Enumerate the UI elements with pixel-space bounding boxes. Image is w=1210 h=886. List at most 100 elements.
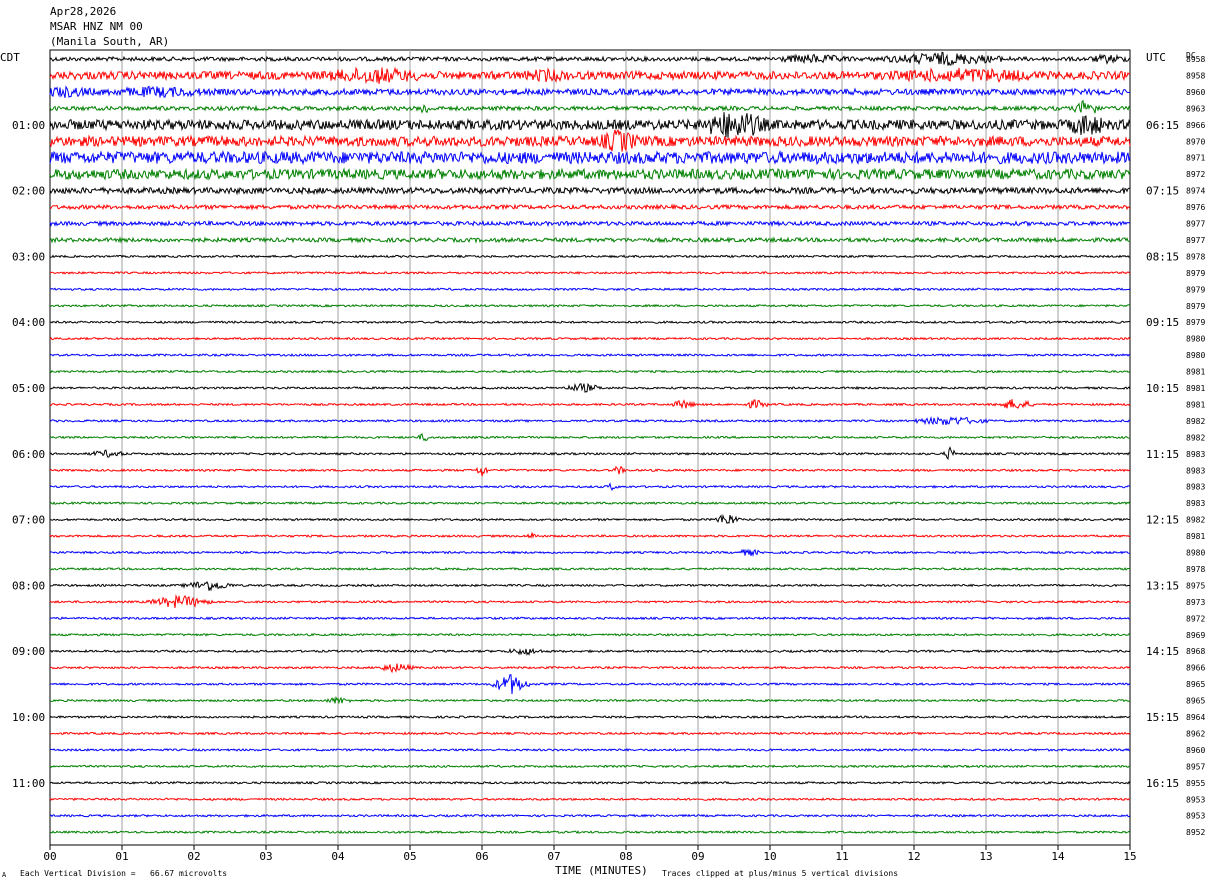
seismic-trace (49, 270, 1131, 275)
seismic-trace (49, 99, 1131, 114)
dc-header-label: DC (1186, 51, 1196, 60)
seismic-trace (49, 747, 1131, 752)
seismic-trace (49, 287, 1131, 292)
left-hour-label: 07:00 (12, 514, 45, 527)
dc-offset-label: 8962 (1186, 729, 1205, 738)
dc-offset-label: 8958 (1186, 71, 1205, 80)
date-label: Apr28,2026 (50, 5, 117, 18)
dc-offset-label: 8977 (1186, 236, 1205, 245)
dc-offset-label: 8982 (1186, 433, 1205, 442)
dc-offset-label: 8979 (1186, 302, 1205, 311)
dc-offset-label: 8966 (1186, 121, 1205, 130)
right-hour-label: 08:15 (1146, 250, 1179, 263)
x-tick-label: 06 (475, 850, 488, 863)
x-tick-label: 03 (259, 850, 272, 863)
right-hour-label: 16:15 (1146, 777, 1179, 790)
x-tick-label: 10 (763, 850, 776, 863)
seismic-trace (49, 548, 1130, 558)
seismic-trace (49, 647, 1131, 656)
dc-offset-label: 8977 (1186, 220, 1205, 229)
dc-offset-label: 8957 (1186, 762, 1205, 771)
dc-offset-label: 8983 (1186, 466, 1205, 475)
seismic-trace (49, 674, 1131, 695)
dc-offset-label: 8975 (1186, 581, 1205, 590)
dc-offset-label: 8978 (1186, 565, 1205, 574)
right-hour-label: 09:15 (1146, 316, 1179, 329)
left-hour-label: 03:00 (12, 250, 45, 263)
dc-offset-label: 8981 (1186, 368, 1205, 377)
seismic-trace (49, 399, 1131, 410)
dc-offset-label: 8968 (1186, 647, 1205, 656)
seismic-trace (49, 382, 1131, 393)
seismic-trace (49, 663, 1131, 674)
dc-offset-label: 8972 (1186, 614, 1205, 623)
dc-offset-label: 8973 (1186, 598, 1205, 607)
seismic-trace (49, 714, 1131, 720)
left-hour-label: 10:00 (12, 711, 45, 724)
dc-offset-label: 8958 (1186, 55, 1205, 64)
dc-offset-label: 8969 (1186, 631, 1205, 640)
x-tick-label: 12 (907, 850, 920, 863)
dc-offset-label: 8955 (1186, 779, 1205, 788)
seismic-trace (49, 581, 1131, 592)
x-tick-label: 01 (115, 850, 128, 863)
dc-offset-label: 8980 (1186, 335, 1205, 344)
x-tick-label: 14 (1051, 850, 1065, 863)
left-hour-label: 04:00 (12, 316, 45, 329)
dc-offset-label: 8982 (1186, 417, 1205, 426)
scale-note: Each Vertical Division = 66.67 microvolt… (20, 869, 228, 878)
right-hour-label: 12:15 (1146, 514, 1179, 527)
location-label: (Manila South, AR) (50, 35, 170, 48)
seismic-trace (49, 85, 1131, 98)
seismic-trace (49, 433, 1131, 442)
seismic-trace (49, 731, 1131, 736)
left-hour-label: 06:00 (12, 448, 45, 461)
seismic-trace (49, 149, 1131, 166)
dc-offset-label: 8953 (1186, 795, 1205, 804)
seismic-trace (49, 112, 1131, 138)
dc-offset-label: 8953 (1186, 812, 1205, 821)
seismic-trace (49, 594, 1131, 608)
x-tick-label: 15 (1123, 850, 1136, 863)
x-tick-label: 11 (835, 850, 848, 863)
seismic-trace (49, 797, 1131, 802)
x-tick-label: 04 (331, 850, 345, 863)
right-hour-label: 13:15 (1146, 579, 1179, 592)
seismic-trace (49, 780, 1131, 785)
dc-offset-label: 8979 (1186, 318, 1205, 327)
dc-offset-label: 8978 (1186, 252, 1205, 261)
seismic-trace (49, 566, 1130, 571)
dc-offset-label: 8982 (1186, 516, 1205, 525)
dc-offset-label: 8965 (1186, 680, 1205, 689)
x-tick-label: 02 (187, 850, 200, 863)
dc-offset-label: 8965 (1186, 697, 1205, 706)
dc-offset-label: 8983 (1186, 499, 1205, 508)
seismic-trace (49, 303, 1131, 308)
station-label: MSAR HNZ NM 00 (50, 20, 143, 33)
seismic-trace (49, 336, 1131, 341)
seismic-trace (49, 185, 1130, 196)
seismic-trace (49, 632, 1131, 637)
seismic-trace (49, 532, 1131, 539)
seismic-trace (49, 446, 1131, 461)
left-hour-label: 05:00 (12, 382, 45, 395)
dc-offset-label: 8979 (1186, 285, 1205, 294)
right-hour-label: 10:15 (1146, 382, 1179, 395)
seismic-trace (49, 236, 1131, 244)
dc-offset-label: 8964 (1186, 713, 1205, 722)
dc-offset-label: 8966 (1186, 664, 1205, 673)
seismic-trace (49, 353, 1131, 358)
dc-offset-label: 8963 (1186, 104, 1205, 113)
dc-offset-label: 8981 (1186, 532, 1205, 541)
dc-offset-label: 8979 (1186, 269, 1205, 278)
dc-offset-label: 8960 (1186, 88, 1205, 97)
seismic-trace (49, 616, 1131, 621)
right-hour-label: 07:15 (1146, 185, 1179, 198)
seismic-trace (49, 482, 1131, 491)
plot-frame (49, 49, 1131, 846)
x-tick-label: 05 (403, 850, 416, 863)
seismic-trace (49, 203, 1131, 211)
left-hour-label: 11:00 (12, 777, 45, 790)
seismic-trace (49, 813, 1131, 818)
seismic-trace (49, 167, 1131, 181)
